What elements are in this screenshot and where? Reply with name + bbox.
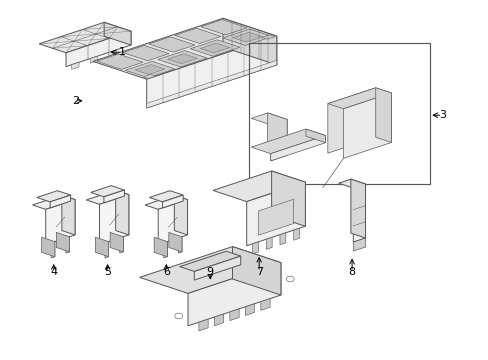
Polygon shape — [251, 129, 325, 154]
Polygon shape — [201, 19, 246, 35]
Polygon shape — [174, 195, 187, 235]
Text: 3: 3 — [438, 110, 445, 120]
Polygon shape — [327, 88, 390, 109]
Polygon shape — [93, 18, 276, 79]
Polygon shape — [163, 242, 167, 258]
Text: 8: 8 — [348, 267, 355, 277]
Polygon shape — [279, 233, 285, 245]
Polygon shape — [56, 232, 69, 252]
Text: 1: 1 — [119, 47, 125, 57]
Polygon shape — [32, 195, 75, 210]
Polygon shape — [199, 319, 208, 331]
Polygon shape — [135, 64, 164, 75]
Polygon shape — [262, 35, 274, 39]
Polygon shape — [50, 195, 71, 208]
Polygon shape — [115, 190, 129, 235]
Polygon shape — [232, 247, 280, 295]
Polygon shape — [120, 237, 123, 253]
Polygon shape — [51, 242, 55, 258]
Polygon shape — [187, 263, 280, 326]
Polygon shape — [271, 171, 305, 226]
Polygon shape — [343, 93, 390, 158]
Polygon shape — [104, 190, 124, 203]
Polygon shape — [168, 232, 182, 252]
Polygon shape — [246, 182, 305, 246]
Polygon shape — [338, 179, 365, 188]
Text: 5: 5 — [104, 267, 111, 277]
Polygon shape — [174, 28, 221, 44]
Polygon shape — [97, 54, 143, 69]
Text: 4: 4 — [50, 267, 57, 277]
Polygon shape — [375, 88, 390, 143]
Polygon shape — [305, 129, 325, 143]
Polygon shape — [66, 31, 131, 67]
Polygon shape — [178, 237, 182, 253]
Polygon shape — [352, 238, 365, 251]
Polygon shape — [104, 22, 131, 45]
Polygon shape — [293, 228, 299, 240]
Polygon shape — [66, 237, 69, 253]
Polygon shape — [167, 54, 197, 64]
Polygon shape — [122, 45, 169, 61]
Polygon shape — [39, 22, 131, 53]
Polygon shape — [37, 191, 71, 202]
Polygon shape — [270, 135, 325, 161]
Polygon shape — [350, 179, 365, 238]
Polygon shape — [251, 113, 286, 125]
Polygon shape — [252, 242, 258, 254]
Polygon shape — [223, 29, 272, 45]
Polygon shape — [327, 88, 375, 153]
Polygon shape — [223, 18, 276, 65]
Polygon shape — [45, 200, 75, 245]
Text: 6: 6 — [163, 267, 169, 277]
Polygon shape — [214, 314, 223, 326]
Polygon shape — [125, 61, 175, 78]
Polygon shape — [162, 195, 183, 208]
Polygon shape — [110, 232, 123, 252]
Polygon shape — [71, 62, 79, 69]
Polygon shape — [265, 237, 271, 249]
Polygon shape — [86, 190, 129, 204]
Polygon shape — [260, 299, 269, 310]
Polygon shape — [158, 50, 207, 67]
Polygon shape — [229, 309, 239, 321]
Polygon shape — [41, 237, 55, 257]
Polygon shape — [190, 40, 239, 56]
Polygon shape — [245, 304, 254, 315]
Bar — [249, 43, 429, 184]
Polygon shape — [212, 171, 305, 202]
Polygon shape — [108, 50, 116, 57]
Polygon shape — [270, 120, 286, 161]
Polygon shape — [194, 256, 240, 280]
Polygon shape — [232, 32, 262, 42]
Polygon shape — [91, 186, 124, 197]
Polygon shape — [105, 242, 108, 258]
Polygon shape — [146, 36, 276, 108]
Polygon shape — [90, 56, 98, 63]
Polygon shape — [154, 237, 167, 257]
Polygon shape — [100, 195, 129, 245]
Text: 9: 9 — [206, 267, 213, 277]
Polygon shape — [158, 200, 187, 245]
Text: 7: 7 — [255, 267, 262, 277]
Polygon shape — [95, 237, 108, 257]
Polygon shape — [149, 191, 183, 202]
Polygon shape — [145, 195, 187, 210]
Polygon shape — [148, 37, 195, 52]
Text: 2: 2 — [72, 96, 79, 106]
Polygon shape — [140, 247, 280, 293]
Polygon shape — [61, 195, 75, 235]
Polygon shape — [258, 199, 293, 235]
Polygon shape — [143, 75, 156, 78]
Polygon shape — [352, 184, 365, 242]
Polygon shape — [180, 251, 240, 271]
Polygon shape — [146, 60, 276, 108]
Polygon shape — [200, 43, 229, 53]
Polygon shape — [267, 113, 286, 156]
